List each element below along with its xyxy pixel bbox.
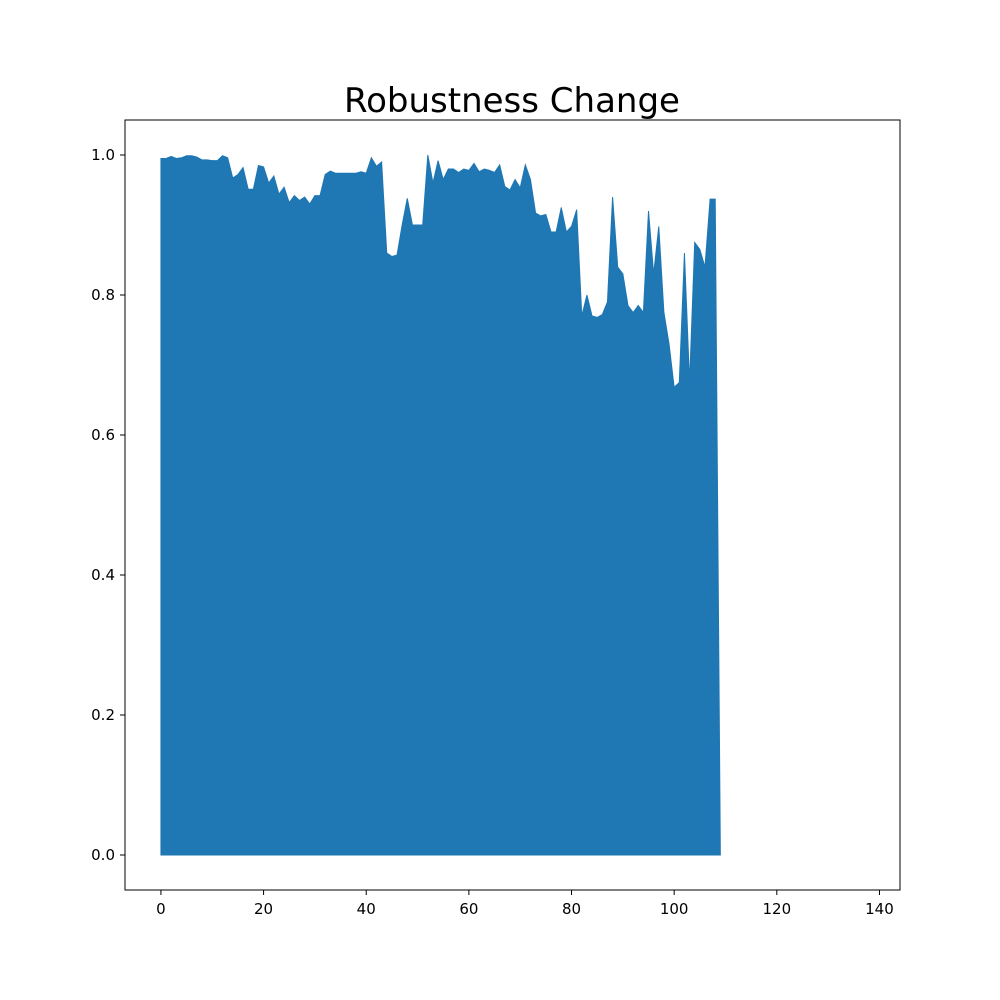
x-tick-label: 40 (357, 900, 376, 918)
plot-area (160, 154, 721, 856)
x-tick-label: 120 (763, 900, 792, 918)
x-tick-label: 20 (254, 900, 273, 918)
area-series-0 (160, 154, 721, 856)
x-tick-label: 80 (562, 900, 581, 918)
plot-frame (124, 119, 901, 891)
chart-title: Robustness Change (344, 81, 680, 121)
x-tick-label: 140 (865, 900, 894, 918)
y-tick-label: 0.6 (91, 426, 115, 444)
y-tick-label: 0.4 (91, 566, 115, 584)
x-tick-label: 100 (660, 900, 689, 918)
x-tick-label: 60 (459, 900, 478, 918)
y-tick-label: 1.0 (91, 146, 115, 164)
y-axis: 0.0 0.2 0.4 0.6 0.8 1.0 (91, 146, 125, 864)
y-tick-label: 0.0 (91, 846, 115, 864)
x-tick-label: 0 (156, 900, 166, 918)
y-tick-label: 0.8 (91, 286, 115, 304)
x-axis: 0 20 40 60 80 100 120 140 (156, 890, 894, 918)
y-tick-label: 0.2 (91, 706, 115, 724)
